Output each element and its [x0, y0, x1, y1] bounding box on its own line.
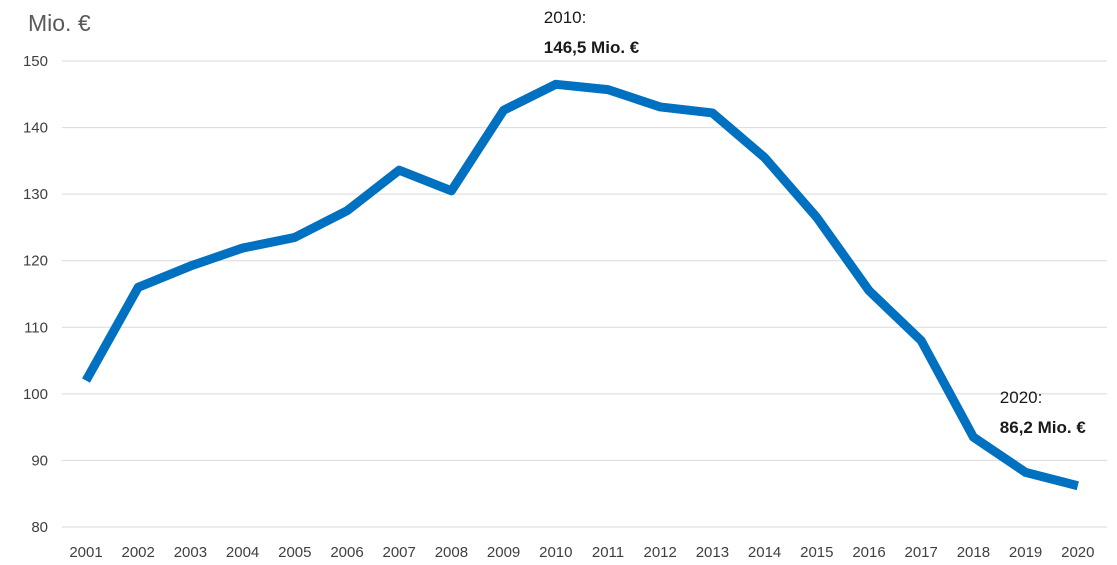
- x-tick-label: 2014: [748, 544, 781, 561]
- y-tick-label: 110: [24, 319, 48, 336]
- x-tick-label: 2007: [383, 544, 416, 561]
- gridlines: [62, 60, 1107, 528]
- x-tick-label: 2005: [278, 544, 311, 561]
- x-tick-label: 2017: [905, 544, 938, 561]
- y-tick-label: 80: [31, 519, 48, 536]
- x-tick-label: 2016: [852, 544, 885, 561]
- annotation-value-label: 146,5 Mio. €: [544, 38, 640, 57]
- y-tick-label: 150: [23, 53, 48, 70]
- x-tick-label: 2008: [435, 544, 468, 561]
- y-tick-label: 140: [23, 120, 48, 137]
- x-axis-ticks: 2001 2002 2003 2004 2005 2006 2007 2008 2009 2010…: [69, 544, 1094, 561]
- y-tick-label: 120: [23, 253, 48, 270]
- y-tick-label: 100: [23, 386, 48, 403]
- y-axis-unit-label: Mio. €: [28, 10, 91, 36]
- x-tick-label: 2003: [174, 544, 207, 561]
- x-tick-label: 2019: [1009, 544, 1042, 561]
- series-line: [82, 79, 1079, 491]
- x-tick-label: 2010: [539, 544, 572, 561]
- annotation-value-label: 86,2 Mio. €: [1000, 418, 1087, 437]
- x-tick-label: 2004: [226, 544, 259, 561]
- annotation-year-label: 2010:: [544, 8, 587, 27]
- x-tick-label: 2009: [487, 544, 520, 561]
- x-tick-label: 2001: [69, 544, 102, 561]
- x-tick-label: 2013: [696, 544, 729, 561]
- y-tick-label: 130: [23, 186, 48, 203]
- annotations: 2010: 146,5 Mio. € 2020: 86,2 Mio. €: [544, 8, 1087, 437]
- x-tick-label: 2012: [644, 544, 677, 561]
- y-tick-label: 90: [31, 452, 48, 469]
- x-tick-label: 2006: [330, 544, 363, 561]
- annotation-year-label: 2020:: [1000, 388, 1043, 407]
- x-tick-label: 2002: [122, 544, 155, 561]
- y-axis-ticks: 80 90 100 110 120 130 140 150: [23, 53, 48, 536]
- x-tick-label: 2018: [957, 544, 990, 561]
- x-tick-label: 2020: [1061, 544, 1094, 561]
- x-tick-label: 2015: [800, 544, 833, 561]
- x-tick-label: 2011: [592, 544, 624, 561]
